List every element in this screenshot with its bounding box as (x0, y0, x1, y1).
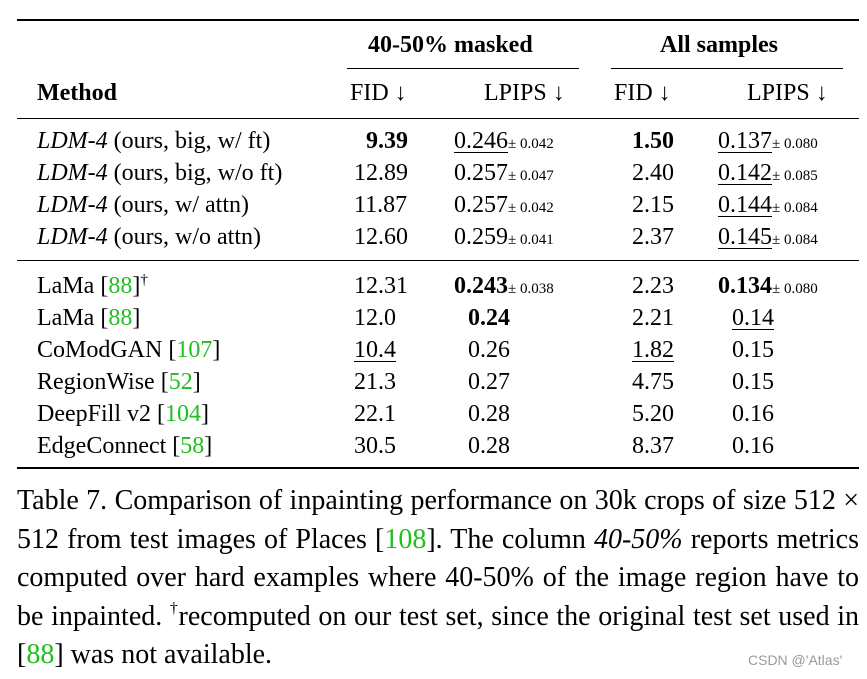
column-header-fid-all: FID ↓ (614, 80, 671, 106)
lpips-all-value: 0.16 (732, 401, 774, 427)
table-row-method: LDM-4 (ours, w/ attn) (37, 192, 249, 218)
column-header-lpips-all: LPIPS ↓ (747, 80, 828, 106)
citation-link[interactable]: 108 (384, 523, 427, 555)
citation-link[interactable]: 88 (26, 639, 55, 670)
lpips-all-value: 0.15 (732, 337, 774, 363)
fid-masked-value: 22.1 (354, 401, 396, 427)
citation-link[interactable]: 104 (165, 401, 201, 427)
watermark: CSDN @'Atlas' (748, 652, 843, 668)
table-row-method: LDM-4 (ours, w/o attn) (37, 224, 261, 250)
fid-masked-value: 11.87 (354, 192, 408, 218)
fid-all-value: 1.82 (632, 337, 674, 363)
lpips-all-value: 0.14 (732, 305, 774, 331)
lpips-masked-value: 0.28 (468, 433, 510, 459)
lpips-masked-value: 0.243± 0.038 (454, 273, 554, 299)
fid-masked-value: 10.4 (354, 337, 396, 363)
fid-all-value: 2.23 (632, 273, 674, 299)
citation-link[interactable]: 58 (180, 433, 205, 459)
citation-link[interactable]: 88 (108, 305, 133, 331)
lpips-masked-value: 0.27 (468, 369, 510, 395)
lpips-masked-value: 0.259± 0.041 (454, 224, 554, 250)
group-header-masked: 40-50% masked (368, 32, 533, 58)
header-rule (17, 118, 859, 119)
fid-masked-value: 30.5 (354, 433, 396, 459)
fid-all-value: 2.37 (632, 224, 674, 250)
column-header-fid-masked: FID ↓ (350, 80, 407, 106)
table-row-method: RegionWise [52] (37, 369, 201, 395)
table-row-method: DeepFill v2 [104] (37, 401, 209, 427)
table-row-method: LDM-4 (ours, big, w/o ft) (37, 160, 283, 186)
lpips-all-value: 0.142± 0.085 (718, 160, 818, 186)
fid-all-value: 8.37 (632, 433, 674, 459)
fid-all-value: 1.50 (632, 128, 674, 154)
column-header-method: Method (37, 80, 117, 106)
lpips-all-value: 0.144± 0.084 (718, 192, 818, 218)
fid-masked-value: 12.31 (354, 273, 408, 299)
fid-all-value: 2.40 (632, 160, 674, 186)
fid-masked-value: 12.0 (354, 305, 396, 331)
group-rule-masked (347, 68, 579, 69)
top-rule (17, 19, 859, 21)
lpips-all-value: 0.145± 0.084 (718, 224, 818, 250)
lpips-masked-value: 0.257± 0.042 (454, 192, 554, 218)
lpips-all-value: 0.137± 0.080 (718, 128, 818, 154)
fid-all-value: 4.75 (632, 369, 674, 395)
fid-masked-value: 21.3 (354, 369, 396, 395)
table-row-method: CoModGAN [107] (37, 337, 221, 363)
lpips-masked-value: 0.257± 0.047 (454, 160, 554, 186)
lpips-masked-value: 0.28 (468, 401, 510, 427)
fid-all-value: 2.21 (632, 305, 674, 331)
table-row-method: LaMa [88] (37, 305, 141, 331)
section-rule (17, 260, 859, 261)
table-row-method: LDM-4 (ours, big, w/ ft) (37, 128, 271, 154)
column-header-lpips-masked: LPIPS ↓ (484, 80, 565, 106)
group-header-all: All samples (660, 32, 779, 58)
fid-all-value: 2.15 (632, 192, 674, 218)
lpips-masked-value: 0.246± 0.042 (454, 128, 554, 154)
lpips-all-value: 0.134± 0.080 (718, 273, 818, 299)
fid-masked-value: 12.89 (354, 160, 408, 186)
fid-masked-value: 9.39 (366, 128, 408, 154)
lpips-masked-value: 0.26 (468, 337, 510, 363)
fid-masked-value: 12.60 (354, 224, 408, 250)
citation-link[interactable]: 52 (168, 369, 193, 395)
table-row-method: EdgeConnect [58] (37, 433, 213, 459)
fid-all-value: 5.20 (632, 401, 674, 427)
lpips-masked-value: 0.24 (468, 305, 510, 331)
citation-link[interactable]: 107 (176, 337, 213, 363)
table-caption: Table 7. Comparison of inpainting perfor… (17, 485, 859, 670)
lpips-all-value: 0.15 (732, 369, 774, 395)
lpips-all-value: 0.16 (732, 433, 774, 459)
table-row-method: LaMa [88]† (37, 272, 148, 300)
citation-link[interactable]: 88 (108, 273, 133, 299)
bottom-rule (17, 467, 859, 469)
group-rule-all (611, 68, 843, 69)
